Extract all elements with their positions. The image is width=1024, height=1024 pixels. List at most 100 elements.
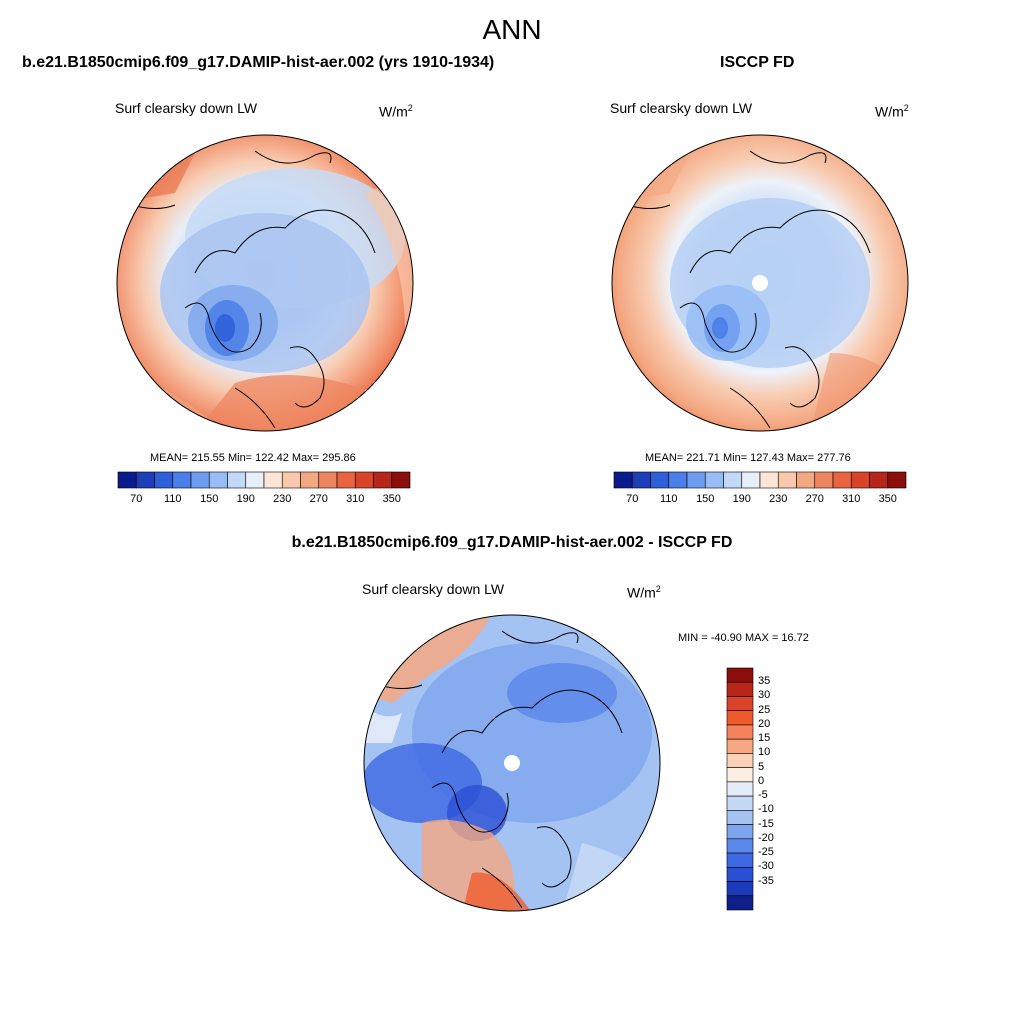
colorbar-tick-label: 15 [758,732,771,745]
colorbar-swatch [686,471,706,489]
colorbar-swatch [726,667,754,683]
model-panel-header: b.e21.B1850cmip6.f09_g17.DAMIP-hist-aer.… [22,54,495,71]
colorbar-swatch [796,471,816,489]
colorbar-swatch [723,471,743,489]
colorbar-swatch [726,852,754,868]
model-polar-map [116,134,414,432]
colorbar-tick-label: 0 [758,774,765,787]
colorbar-swatch [850,471,870,489]
obs-units-label: W/m2 [875,103,909,120]
colorbar-swatch [154,471,174,489]
colorbar-swatch [726,681,754,697]
colorbar-swatch [263,471,283,489]
colorbar-swatch [726,738,754,754]
colorbar-swatch [726,866,754,882]
season-title: ANN [482,14,542,45]
colorbar-swatch [318,471,338,489]
colorbar-tick-label: -30 [758,860,774,873]
colorbar-tick-label: -5 [758,789,768,802]
colorbar-swatch [726,795,754,811]
diff-colorbar [726,667,754,911]
colorbar-tick-label: 110 [163,493,182,505]
colorbar-tick-label: 230 [273,493,292,505]
model-variable-label: Surf clearsky down LW [115,100,258,116]
obs-polar-map [611,134,909,432]
colorbar-swatch [726,810,754,825]
colorbar-tick-label: 350 [382,493,401,505]
colorbar-swatch [832,471,852,489]
colorbar-swatch [650,471,670,489]
colorbar-tick-label: 230 [769,493,788,505]
colorbar-tick-label: 150 [696,493,715,505]
colorbar-tick-label: 310 [842,493,861,505]
diff-units-label: W/m2 [627,584,661,601]
colorbar-swatch [190,471,210,489]
colorbar-swatch [631,471,651,489]
colorbar-swatch [172,471,192,489]
colorbar-swatch [336,471,356,489]
model-colorbar-ticks: 70 110 150 190 230 270 310 350 [118,493,410,507]
colorbar-tick-label: 20 [758,717,771,730]
colorbar-swatch [135,471,155,489]
colorbar-tick-label: 270 [309,493,328,505]
colorbar-swatch [726,710,754,726]
colorbar-tick-label: -25 [758,846,774,859]
colorbar-tick-label: -35 [758,874,774,887]
colorbar-swatch [281,471,301,489]
diff-stats: MIN = -40.90 MAX = 16.72 [678,632,809,644]
obs-stats: MEAN= 221.71 Min= 127.43 Max= 277.76 [645,452,851,464]
colorbar-swatch [726,767,754,783]
colorbar-tick-label: 70 [626,493,639,505]
diff-colorbar-ticks: 35 30 25 20 15 10 5 0 -5 -10 -15 -20 -25 -30 -35 [758,668,798,910]
diff-panel-header: b.e21.B1850cmip6.f09_g17.DAMIP-hist-aer.… [291,534,733,551]
colorbar-tick-label: 190 [732,493,751,505]
colorbar-tick-label: 110 [659,493,678,505]
diff-variable-label: Surf clearsky down LW [362,581,505,597]
colorbar-tick-label: 150 [200,493,219,505]
colorbar-swatch [777,471,797,489]
diff-polar-map [363,614,661,912]
colorbar-tick-label: 270 [805,493,824,505]
colorbar-swatch [869,471,889,489]
colorbar-swatch [726,824,754,840]
obs-variable-label: Surf clearsky down LW [610,100,753,116]
colorbar-swatch [391,471,411,489]
colorbar-tick-label: 5 [758,760,765,773]
colorbar-swatch [741,471,761,489]
colorbar-swatch [887,471,907,489]
obs-colorbar [613,471,907,489]
colorbar-tick-label: 10 [758,746,771,759]
colorbar-swatch [300,471,320,489]
colorbar-swatch [373,471,393,489]
colorbar-tick-label: 310 [346,493,365,505]
colorbar-tick-label: 35 [758,675,771,688]
model-units-label: W/m2 [379,103,413,120]
colorbar-tick-label: -15 [758,817,774,830]
model-colorbar [117,471,411,489]
colorbar-swatch [726,895,754,911]
colorbar-swatch [354,471,374,489]
colorbar-tick-label: 70 [130,493,143,505]
colorbar-swatch [227,471,247,489]
colorbar-swatch [245,471,265,489]
colorbar-swatch [208,471,228,489]
colorbar-tick-label: -20 [758,831,774,844]
colorbar-swatch [814,471,834,489]
colorbar-swatch [726,881,754,897]
colorbar-swatch [726,724,754,740]
obs-panel-header: ISCCP FD [720,54,795,71]
colorbar-swatch [759,471,779,489]
colorbar-swatch [668,471,688,489]
colorbar-swatch [726,753,754,768]
colorbar-tick-label: 30 [758,689,771,702]
colorbar-tick-label: 190 [236,493,255,505]
obs-colorbar-ticks: 70 110 150 190 230 270 310 350 [614,493,906,507]
colorbar-tick-label: -10 [758,803,774,816]
model-stats: MEAN= 215.55 Min= 122.42 Max= 295.86 [150,452,356,464]
colorbar-swatch [613,471,633,489]
colorbar-swatch [704,471,724,489]
colorbar-swatch [117,471,137,489]
colorbar-swatch [726,696,754,712]
colorbar-tick-label: 25 [758,703,771,716]
colorbar-swatch [726,838,754,854]
